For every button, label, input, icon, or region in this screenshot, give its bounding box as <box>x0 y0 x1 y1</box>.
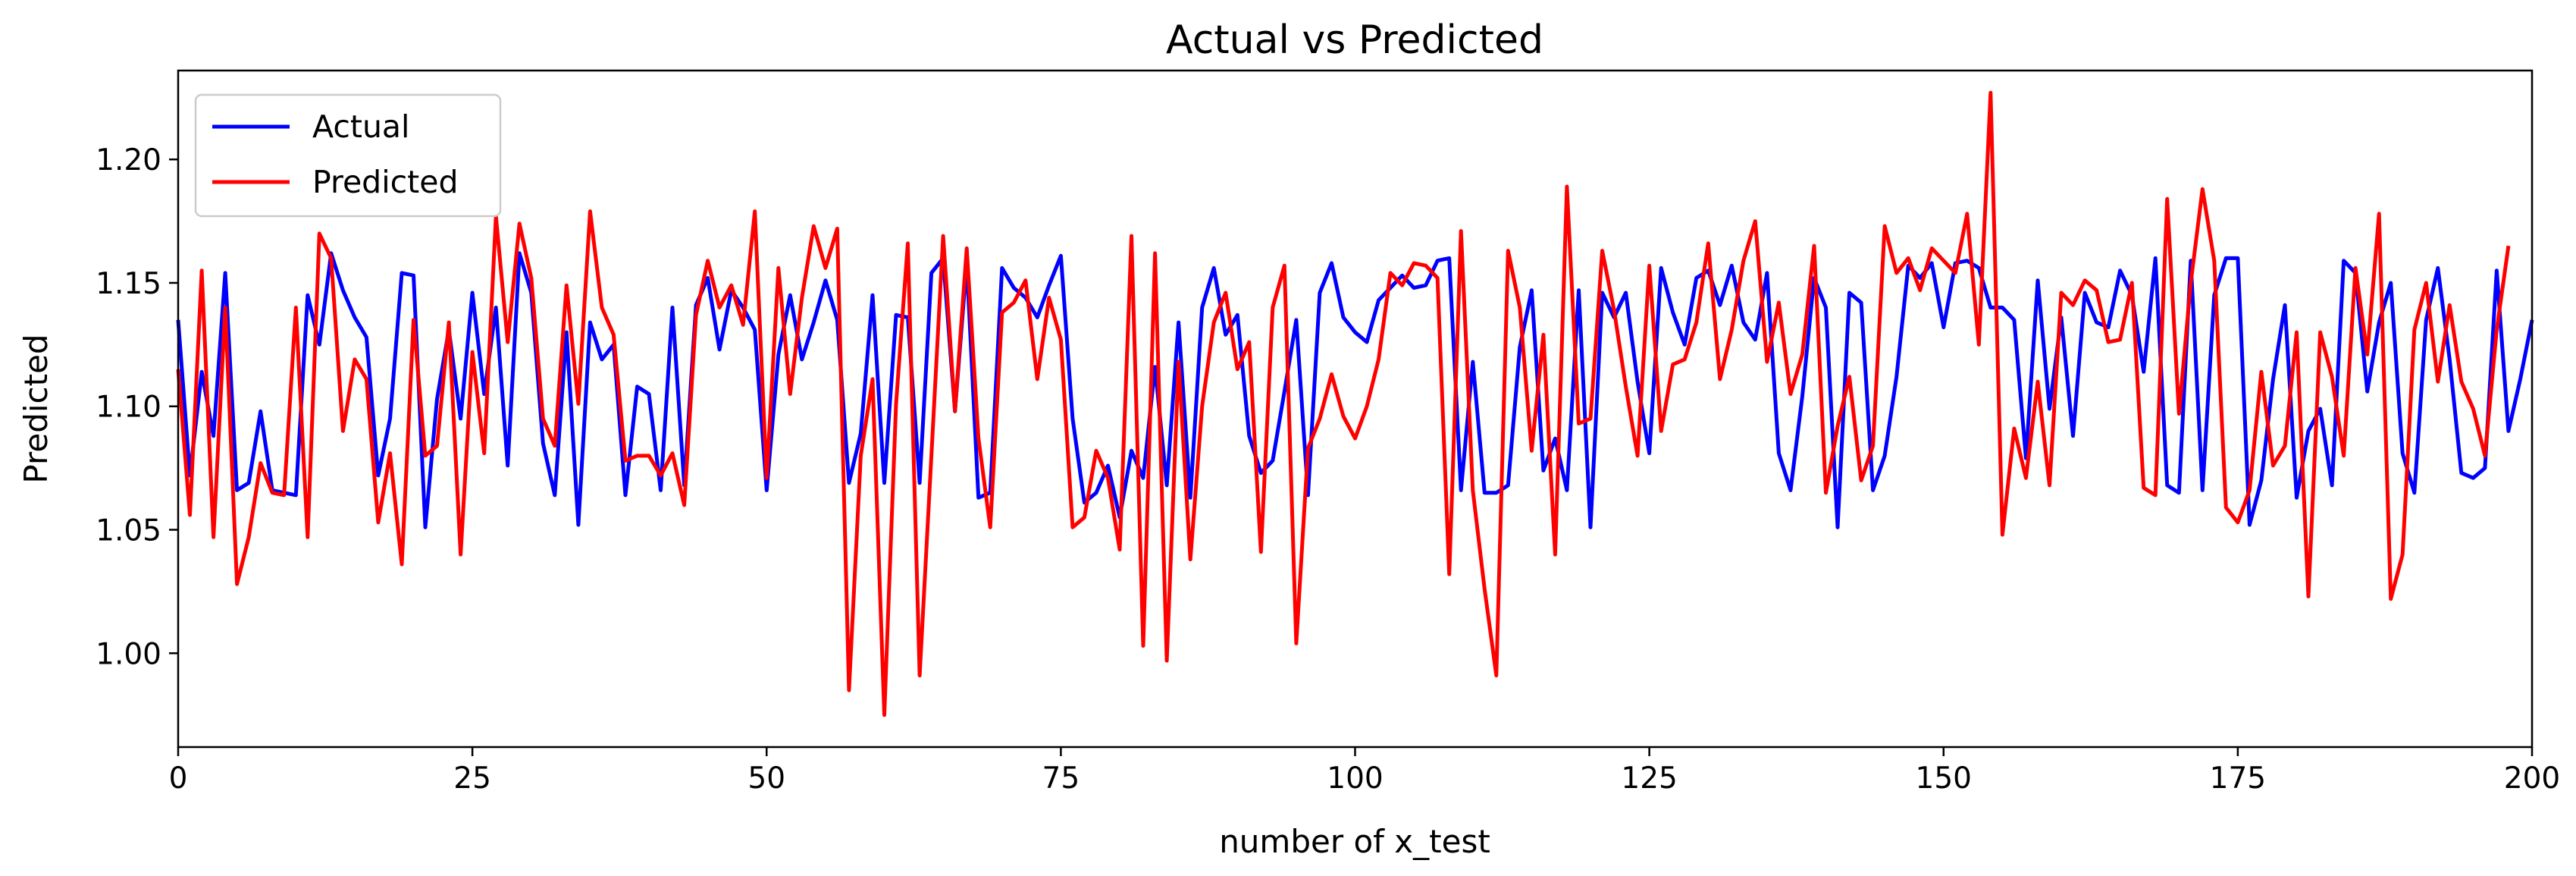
y-axis-label: Predicted <box>17 334 55 483</box>
y-tick-label: 1.00 <box>96 637 161 671</box>
series-layer <box>176 90 2534 717</box>
y-tick-label: 1.10 <box>96 391 161 425</box>
x-tick-label: 200 <box>2504 761 2560 796</box>
y-tick-label: 1.05 <box>96 514 161 548</box>
y-tick-label: 1.15 <box>96 267 161 301</box>
x-tick-label: 50 <box>747 761 785 796</box>
legend-label-actual: Actual <box>312 108 409 145</box>
legend-label-predicted: Predicted <box>312 164 458 200</box>
x-tick-label: 125 <box>1621 761 1677 796</box>
series-line-predicted <box>176 90 2511 717</box>
legend: Actual Predicted <box>194 93 502 218</box>
x-tick-label: 75 <box>1042 761 1080 796</box>
y-axis-ticks: 1.00 1.05 1.10 1.15 1.20 <box>96 143 178 671</box>
x-tick-label: 25 <box>453 761 491 796</box>
series-line-actual <box>176 251 2534 529</box>
x-tick-label: 150 <box>1916 761 1972 796</box>
x-tick-label: 100 <box>1327 761 1383 796</box>
x-axis-ticks: 0 25 50 75 100 125 150 175 200 <box>169 747 2560 796</box>
chart-title: Actual vs Predicted <box>1166 17 1543 63</box>
x-tick-label: 0 <box>169 761 188 796</box>
x-axis-label: number of x_test <box>1219 823 1490 860</box>
x-tick-label: 175 <box>2210 761 2266 796</box>
y-tick-label: 1.20 <box>96 143 161 177</box>
